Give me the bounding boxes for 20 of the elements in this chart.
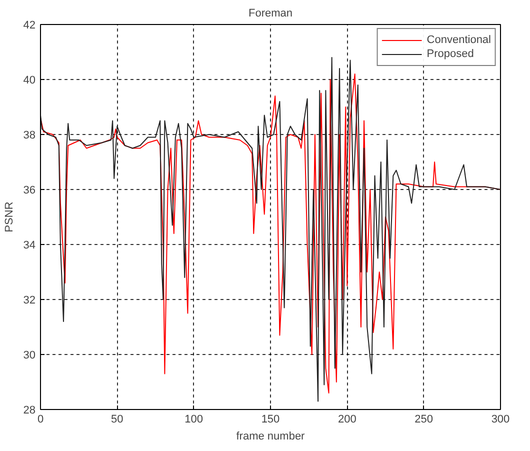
- y-tick-label: 36: [23, 184, 36, 196]
- chart-title: Foreman: [248, 8, 293, 20]
- x-axis-title: frame number: [236, 430, 306, 442]
- y-tick-label: 30: [23, 350, 36, 362]
- y-tick-label: 32: [23, 294, 36, 306]
- y-axis-title: PSNR: [3, 202, 16, 232]
- y-tick-label: 34: [23, 240, 36, 252]
- x-tick-label: 200: [338, 414, 356, 426]
- y-tick-label: 38: [23, 130, 36, 142]
- x-tick-label: 100: [184, 414, 204, 426]
- x-tick-label: 150: [261, 414, 280, 426]
- y-tick-label: 28: [23, 404, 36, 416]
- legend-label: Proposed: [426, 47, 474, 61]
- legend-label: Conventional: [426, 33, 491, 47]
- y-tick-label: 42: [23, 20, 36, 32]
- x-tick-label: 250: [414, 414, 434, 426]
- y-tick-label: 40: [23, 74, 36, 86]
- x-tick-label: 300: [491, 414, 510, 426]
- x-tick-label: 0: [37, 414, 44, 426]
- x-tick-label: 50: [111, 414, 124, 426]
